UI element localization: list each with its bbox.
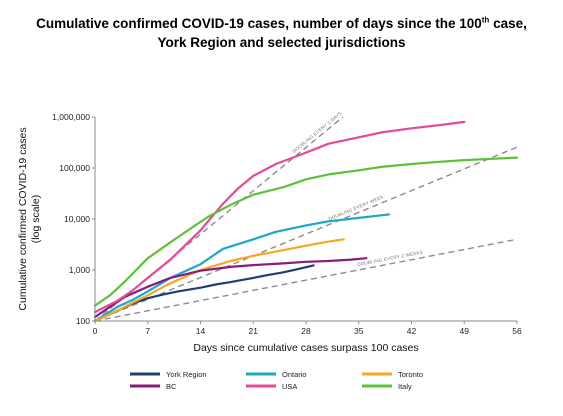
series-line-italy xyxy=(93,156,519,307)
doubling-guide-line xyxy=(94,146,518,322)
x-axis-label: Days since cumulative cases surpass 100 … xyxy=(193,342,418,354)
series-line-ontario xyxy=(93,213,390,323)
chart-title-line2: York Region and selected jurisdictions xyxy=(157,35,406,50)
series-lines xyxy=(93,120,519,323)
y-tick-label: 1,000 xyxy=(69,265,91,275)
legend-label: Toronto xyxy=(398,370,423,379)
x-tick-label: 21 xyxy=(249,326,259,336)
tick-labels: 0 7 14 21 28 35 42 49 56 100 1,000 10,000 100,000 1,0… xyxy=(52,112,522,336)
x-tick-label: 28 xyxy=(301,326,311,336)
series-line-york-region xyxy=(93,264,315,323)
x-tick-label: 49 xyxy=(460,326,470,336)
legend-label: USA xyxy=(282,382,297,391)
legend-label: York Region xyxy=(166,370,207,379)
x-tick-label: 35 xyxy=(354,326,364,336)
x-tick-label: 42 xyxy=(407,326,417,336)
legend: York Region Ontario Toronto BC USA Italy xyxy=(130,370,423,391)
y-axis-label: Cumulative confirmed COVID-19 cases (log… xyxy=(17,127,42,310)
x-tick-label: 7 xyxy=(145,326,150,336)
x-tick-label: 14 xyxy=(196,326,206,336)
y-tick-label: 10,000 xyxy=(64,214,90,224)
axes xyxy=(92,116,518,324)
y-tick-label: 1,000,000 xyxy=(52,112,90,122)
y-axis-label-line2: (log scale) xyxy=(30,195,42,243)
y-tick-label: 100 xyxy=(76,316,90,326)
x-tick-label: 0 xyxy=(93,326,98,336)
doubling-guide-line xyxy=(94,238,518,322)
y-axis-label-line1: Cumulative confirmed COVID-19 cases xyxy=(17,127,29,310)
legend-label: Ontario xyxy=(282,370,307,379)
legend-label: Italy xyxy=(398,382,412,391)
y-tick-label: 100,000 xyxy=(59,163,90,173)
x-tick-label: 56 xyxy=(512,326,522,336)
series-line-toronto xyxy=(93,238,345,323)
series-line-usa xyxy=(93,120,466,314)
chart-title-line1: Cumulative confirmed COVID-19 cases, num… xyxy=(36,15,527,31)
legend-label: BC xyxy=(166,382,177,391)
